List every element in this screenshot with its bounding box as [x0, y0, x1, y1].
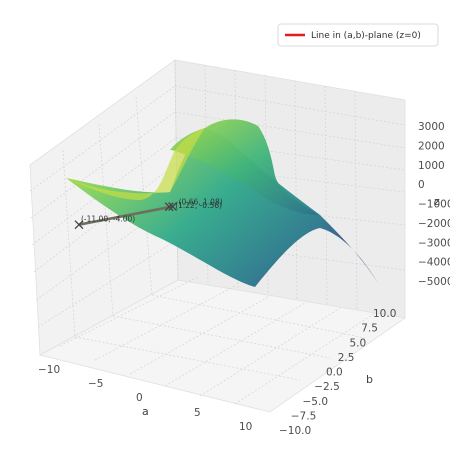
marker-stroke — [74, 220, 84, 230]
axes-panes — [29, 59, 407, 413]
a-tick-label: −10 — [38, 364, 60, 376]
point-marker — [168, 202, 178, 211]
point-marker — [74, 220, 84, 230]
b-tick-label: −10.0 — [279, 425, 311, 437]
b-tick-label: −2.5 — [314, 381, 340, 393]
b-tick-label: 10.0 — [373, 308, 396, 320]
legend-box — [277, 23, 439, 47]
surface — [66, 119, 378, 287]
z-tick-label: −2000 — [418, 218, 450, 230]
pane-floor — [38, 279, 407, 413]
z-tick-label: 0 — [418, 179, 425, 191]
b-tick-label: −7.5 — [291, 410, 317, 422]
point-label: (0.66, 1.08) — [179, 197, 223, 206]
z-tick-label: 1000 — [418, 160, 445, 172]
b-tick-label: 0.0 — [326, 367, 343, 379]
surface-front — [66, 128, 378, 287]
b-tick-label: 7.5 — [361, 323, 378, 335]
legend-label: Line in (a,b)-plane (z=0) — [311, 31, 421, 41]
legend: Line in (a,b)-plane (z=0) — [277, 23, 439, 47]
z-axis-label: z — [434, 195, 440, 208]
b-axis-label: b — [366, 373, 373, 386]
z-axis-ticks: 3000 2000 1000 0 −1000 −2000 −3000 −4000 −5000 — [418, 121, 450, 288]
marker-stroke — [164, 202, 174, 212]
z-tick-label: −4000 — [418, 257, 450, 269]
b-tick-label: 5.0 — [350, 337, 367, 349]
surface-top — [170, 119, 320, 215]
z-tick-label: 2000 — [418, 140, 445, 152]
a-axis-label: a — [142, 405, 149, 418]
plane-line-shadow — [78, 205, 173, 226]
z-tick-label: −3000 — [418, 237, 450, 249]
point-label: (-11.00, -4.00) — [81, 215, 135, 224]
surface-left-fold — [66, 128, 205, 200]
b-tick-label: −5.0 — [303, 396, 329, 408]
z-tick-label: −5000 — [418, 276, 450, 288]
z-tick-label: −1000 — [418, 199, 450, 211]
a-tick-label: 10 — [239, 421, 252, 433]
a-tick-label: −5 — [88, 378, 103, 390]
a-tick-label: 5 — [194, 407, 201, 419]
b-axis-ticks: −10.0 −7.5 −5.0 −2.5 0.0 2.5 5.0 7.5 10.0 — [279, 308, 396, 437]
line-layer: (-11.00, -4.00) (0.66, 1.08)(1.22, -0.56) — [74, 197, 223, 230]
point-label: (1.22, -0.56) — [175, 201, 222, 210]
a-axis-ticks: −10 −5 0 5 10 — [38, 364, 252, 433]
point-marker — [164, 202, 174, 212]
marker-stroke — [168, 202, 178, 211]
b-tick-label: 2.5 — [338, 352, 355, 364]
z-tick-label: 3000 — [418, 121, 445, 133]
a-tick-label: 0 — [136, 392, 143, 404]
